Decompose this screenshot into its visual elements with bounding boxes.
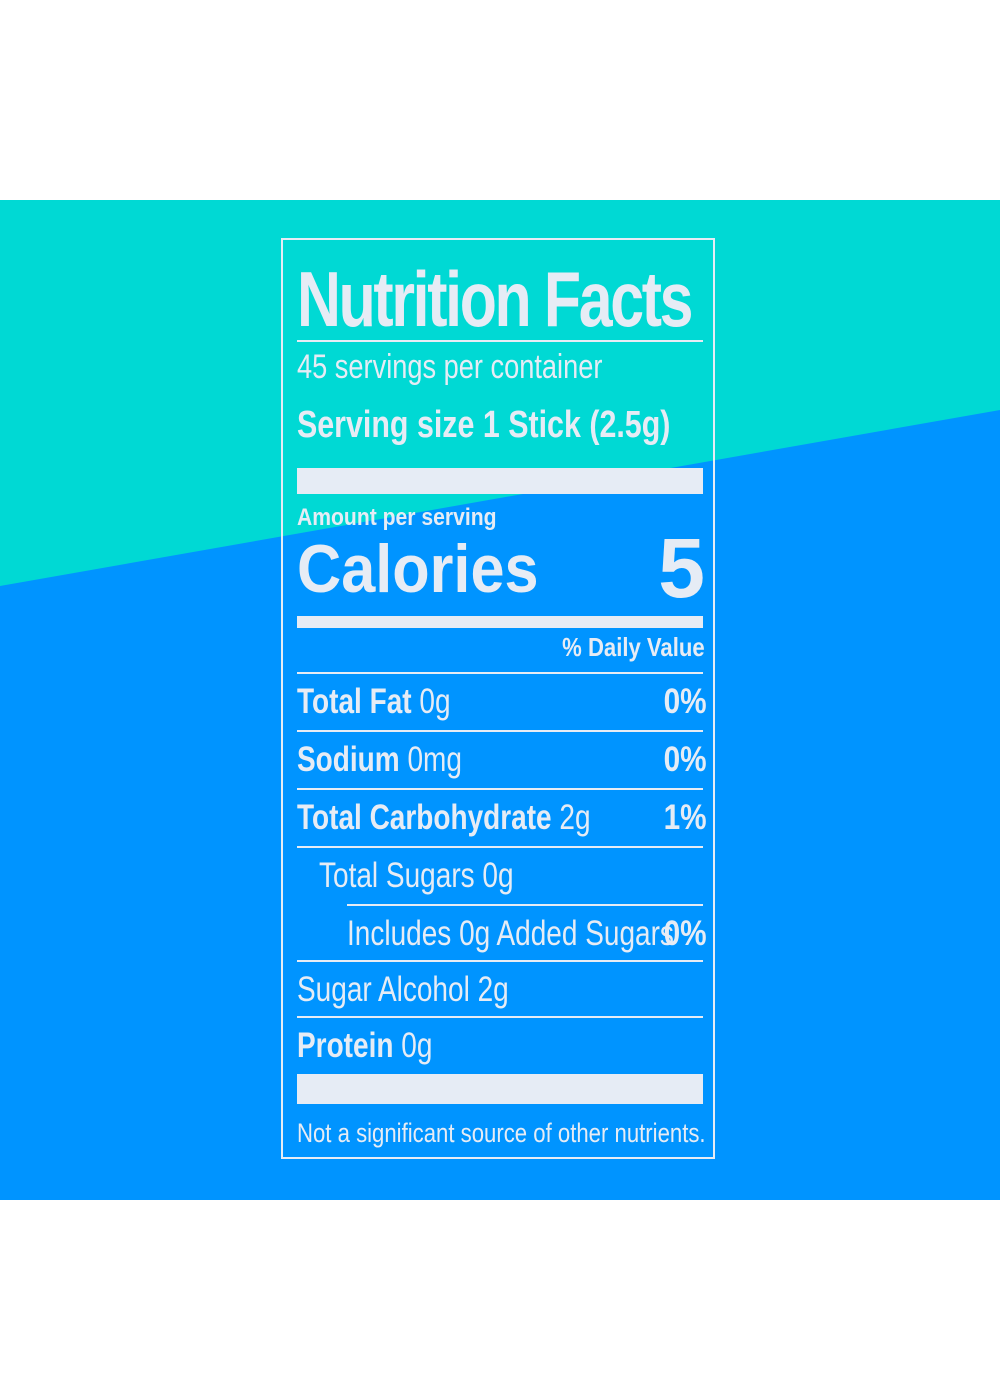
thick-divider	[297, 1074, 703, 1104]
background-panel: Nutrition Facts 45 servings per containe…	[0, 200, 1000, 1200]
divider	[297, 1016, 703, 1018]
nutrient-row-sodium: Sodium 0mg 0%	[297, 732, 707, 789]
divider	[297, 672, 703, 674]
nutrient-name: Total Carbohydrate 2g	[297, 798, 591, 837]
nutrient-name: Includes 0g Added Sugars	[347, 914, 674, 953]
medium-divider	[297, 616, 703, 628]
daily-value-header: % Daily Value	[562, 632, 705, 662]
nutrient-daily-value: 0%	[663, 914, 707, 953]
nutrient-daily-value: 0%	[663, 682, 707, 721]
footnote: Not a significant source of other nutrie…	[297, 1118, 706, 1148]
nutrient-row-total-sugars: Total Sugars 0g	[319, 848, 703, 905]
nutrient-name: Protein 0g	[297, 1026, 433, 1065]
label-title: Nutrition Facts	[297, 255, 694, 343]
calories-label: Calories	[297, 531, 539, 607]
serving-size: Serving size 1 Stick (2.5g)	[297, 404, 671, 446]
nutrient-row-protein: Protein 0g	[297, 1018, 703, 1075]
nutrient-name: Total Sugars 0g	[319, 856, 514, 895]
calories-value: 5	[658, 521, 705, 615]
divider	[297, 960, 703, 962]
servings-per-container: 45 servings per container	[297, 348, 603, 386]
top-band	[0, 200, 1000, 586]
thick-divider	[297, 468, 703, 494]
nutrient-daily-value: 1%	[663, 798, 707, 837]
nutrient-row-total-fat: Total Fat 0g 0%	[297, 674, 707, 731]
divider	[297, 340, 703, 342]
nutrient-daily-value: 0%	[663, 740, 707, 779]
nutrient-row-sugar-alcohol: Sugar Alcohol 2g	[297, 962, 703, 1019]
nutrition-facts-label: Nutrition Facts 45 servings per containe…	[281, 238, 715, 1159]
divider	[347, 904, 703, 906]
divider	[297, 846, 703, 848]
divider	[297, 788, 703, 790]
amount-per-serving: Amount per serving	[297, 504, 497, 531]
nutrient-row-total-carbohydrate: Total Carbohydrate 2g 1%	[297, 790, 707, 847]
nutrient-name: Sugar Alcohol 2g	[297, 970, 509, 1009]
divider	[297, 730, 703, 732]
nutrient-row-added-sugars: Includes 0g Added Sugars 0%	[347, 906, 707, 963]
nutrient-name: Total Fat 0g	[297, 682, 451, 721]
nutrient-name: Sodium 0mg	[297, 740, 462, 779]
diagonal-background	[0, 200, 1000, 1200]
